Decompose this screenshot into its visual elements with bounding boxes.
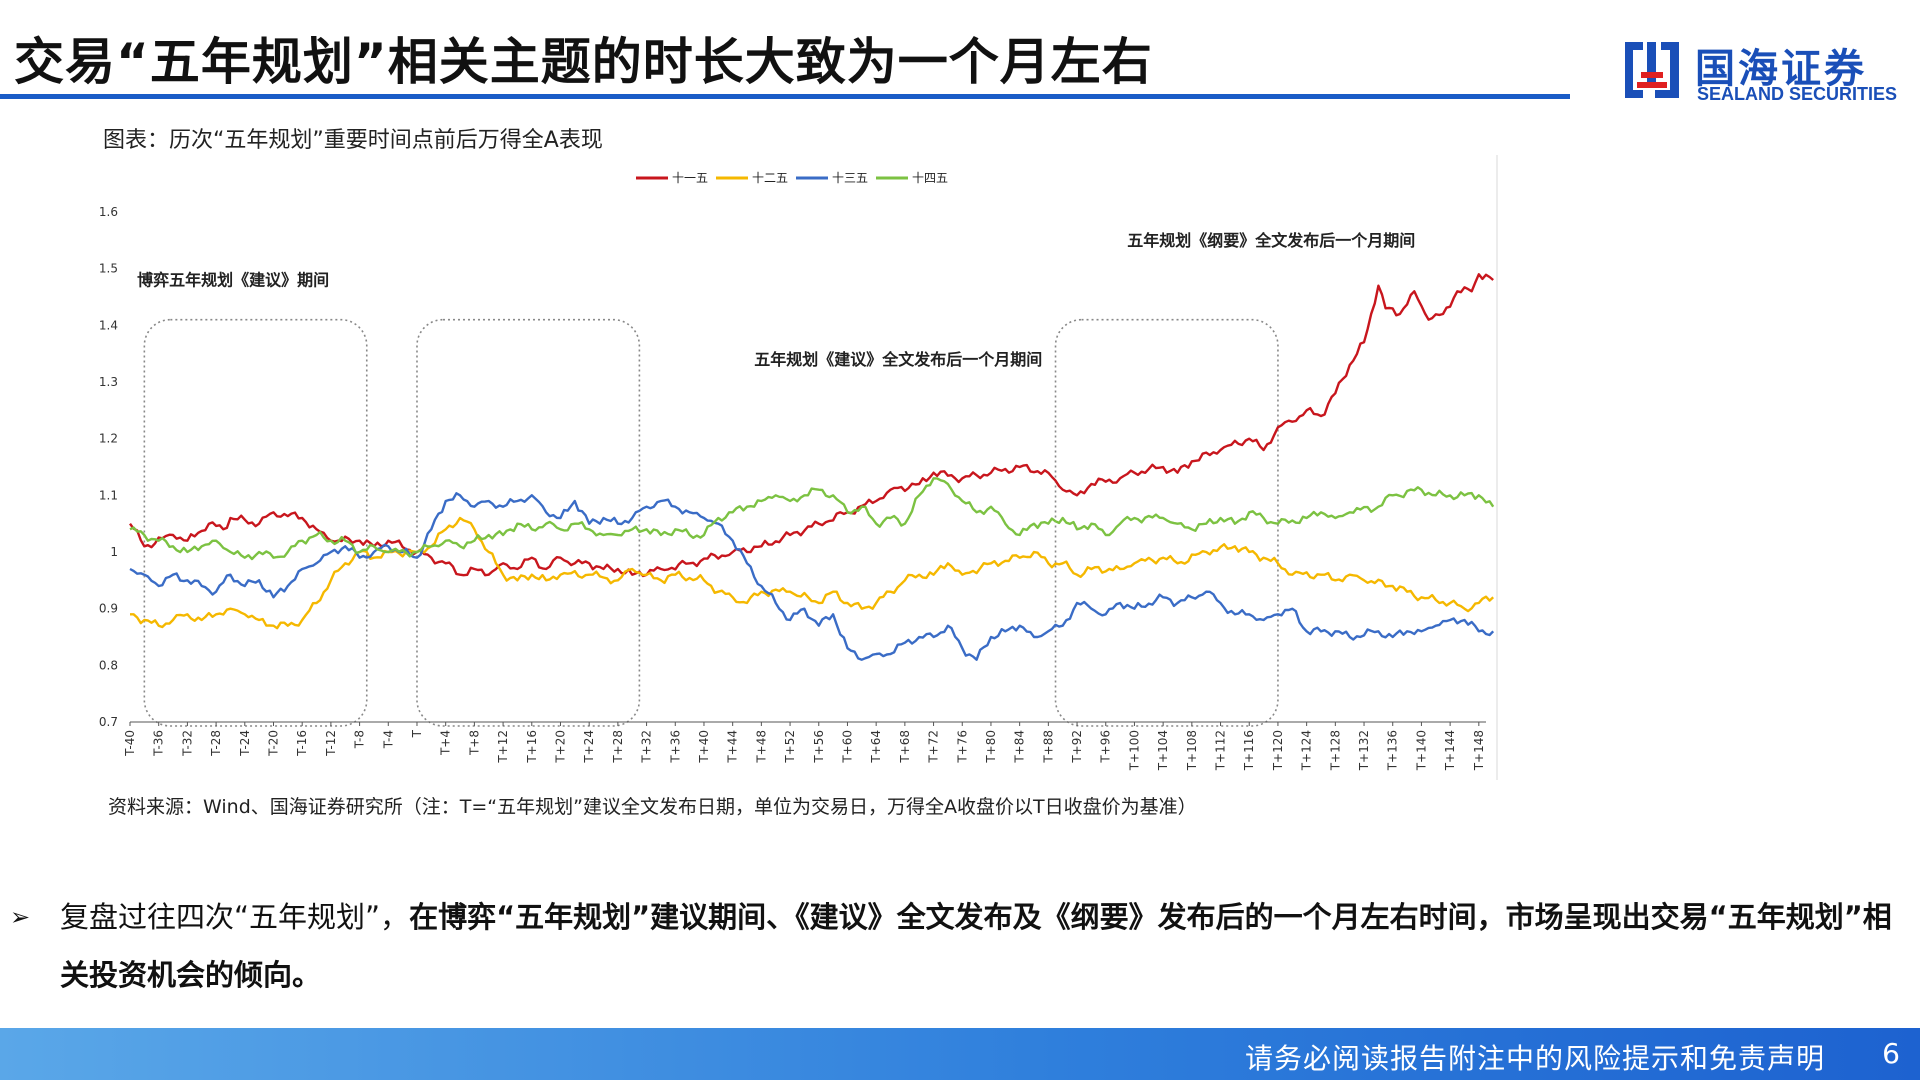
x-tick-label: T+72	[927, 730, 941, 764]
series-line-2	[130, 516, 1495, 630]
series-line-1	[129, 273, 1494, 578]
page-number: 6	[1882, 1037, 1900, 1070]
x-tick-label: T+100	[1127, 730, 1141, 771]
chart-series	[129, 273, 1495, 661]
footer-bar: 请务必阅读报告附注中的风险提示和免责声明 6	[0, 1028, 1920, 1080]
x-tick-label: T+44	[726, 730, 740, 764]
legend-label-2: 十二五	[752, 171, 788, 185]
y-tick-label: 1.6	[99, 205, 118, 219]
x-tick-label: T-36	[152, 730, 166, 757]
y-tick-label: 0.7	[99, 715, 118, 729]
x-tick-label: T-16	[295, 730, 309, 757]
x-tick-label: T-8	[353, 730, 367, 749]
highlight-window-1	[143, 318, 368, 727]
x-tick-label: T	[410, 729, 424, 738]
y-tick-label: 0.9	[99, 602, 118, 616]
x-tick-label: T+144	[1443, 730, 1457, 771]
x-tick-label: T+60	[840, 730, 854, 764]
legend-label-1: 十一五	[672, 171, 708, 185]
series-line-4	[129, 477, 1495, 561]
chart-annotation-2: 五年规划《建议》全文发布后一个月期间	[754, 350, 1042, 369]
chart-annotation-3: 五年规划《纲要》全文发布后一个月期间	[1127, 231, 1415, 250]
x-tick-label: T+32	[640, 730, 654, 764]
x-tick-label: T+84	[1013, 730, 1027, 764]
x-tick-label: T+68	[898, 730, 912, 764]
chart-axes: 0.7 0.8 0.9 1 1.1 1.2 1.3 1.4 1.5 1.6 T-40 T-36 T-32…	[99, 205, 1486, 771]
x-tick-label: T-12	[324, 730, 338, 757]
x-tick-label: T+96	[1099, 730, 1113, 764]
chart-source-note: 资料来源：Wind、国海证券研究所（注：T=“五年规划”建议全文发布日期，单位为…	[108, 796, 1197, 818]
footer-disclaimer: 请务必阅读报告附注中的风险提示和免责声明	[1244, 1042, 1825, 1075]
x-tick-label: T+92	[1070, 730, 1084, 764]
x-tick-label: T+40	[697, 730, 711, 764]
x-tick-label: T-28	[209, 730, 223, 757]
x-tick-label: T+76	[955, 730, 969, 764]
legend-label-3: 十三五	[832, 171, 868, 185]
x-tick-label: T-4	[381, 730, 395, 749]
x-tick-label: T+64	[869, 730, 883, 764]
x-tick-label: T+20	[553, 730, 567, 764]
x-tick-label: T+56	[812, 730, 826, 764]
y-tick-label: 1.4	[99, 318, 118, 332]
x-tick-label: T+124	[1300, 730, 1314, 771]
line-chart: 0.7 0.8 0.9 1 1.1 1.2 1.3 1.4 1.5 1.6 T-40 T-36 T-32…	[99, 155, 1498, 780]
y-tick-label: 0.8	[99, 658, 118, 672]
legend-label-4: 十四五	[912, 171, 948, 185]
bullet-bold-text: 在博弈“五年规划”建议期间、《建议》全文发布及《纲要》发布后的一个月左右时间，市…	[60, 900, 1892, 992]
x-tick-label: T+12	[496, 730, 510, 764]
x-tick-label: T-20	[266, 730, 280, 757]
y-tick-label: 1.2	[99, 432, 118, 446]
chart-annotation-1: 博弈五年规划《建议》期间	[137, 271, 329, 290]
x-tick-label: T+140	[1414, 730, 1428, 771]
chart-caption: 图表：历次“五年规划”重要时间点前后万得全A表现	[103, 128, 603, 153]
y-tick-label: 1.1	[99, 488, 118, 502]
sealand-logo-icon	[1625, 42, 1679, 98]
x-tick-label: T+116	[1242, 730, 1256, 771]
x-tick-label: T+28	[611, 730, 625, 764]
x-tick-label: T+48	[754, 730, 768, 764]
y-tick-label: 1.5	[99, 262, 118, 276]
bullet-arrow-icon: ➢	[10, 903, 31, 931]
highlight-windows	[143, 318, 1279, 727]
x-tick-label: T+112	[1214, 730, 1228, 771]
logo-english-name: SEALAND SECURITIES	[1697, 84, 1898, 104]
chart-legend: 十一五 十二五 十三五 十四五	[636, 171, 948, 185]
y-tick-label: 1	[110, 545, 118, 559]
x-tick-label: T+52	[783, 730, 797, 764]
bullet-lead-text: 复盘过往四次“五年规划”，	[60, 900, 410, 934]
x-tick-label: T+88	[1041, 730, 1055, 764]
x-tick-label: T+8	[467, 730, 481, 756]
x-tick-label: T+136	[1386, 730, 1400, 771]
x-tick-label: T-32	[180, 730, 194, 757]
x-tick-label: T+16	[525, 730, 539, 764]
x-tick-label: T+104	[1156, 730, 1170, 771]
sealand-logo: 国海证券 SEALAND SECURITIES	[1615, 34, 1915, 110]
x-tick-label: T+132	[1357, 730, 1371, 771]
highlight-window-3	[1054, 318, 1279, 727]
x-tick-label: T+4	[439, 730, 453, 756]
x-tick-label: T+148	[1472, 730, 1486, 771]
y-tick-label: 1.3	[99, 375, 118, 389]
x-tick-label: T+108	[1185, 730, 1199, 771]
x-tick-label: T-40	[123, 730, 137, 757]
highlight-window-2	[416, 318, 641, 727]
title-underline	[0, 94, 1570, 99]
x-tick-label: T+80	[984, 730, 998, 764]
x-tick-label: T+24	[582, 730, 596, 764]
x-tick-label: T+128	[1328, 730, 1342, 771]
x-tick-label: T-24	[238, 730, 252, 757]
x-tick-label: T+36	[668, 730, 682, 764]
bullet-paragraph: ➢ 复盘过往四次“五年规划”，在博弈“五年规划”建议期间、《建议》全文发布及《纲要…	[10, 888, 1910, 1004]
slide-title: 交易“五年规划”相关主题的时长大致为一个月左右	[14, 33, 1153, 91]
x-tick-label: T+120	[1271, 730, 1285, 771]
bullet-body: 复盘过往四次“五年规划”，在博弈“五年规划”建议期间、《建议》全文发布及《纲要》…	[60, 888, 1900, 1004]
logo-chinese-name: 国海证券	[1695, 46, 1867, 92]
series-line-3	[129, 492, 1495, 661]
